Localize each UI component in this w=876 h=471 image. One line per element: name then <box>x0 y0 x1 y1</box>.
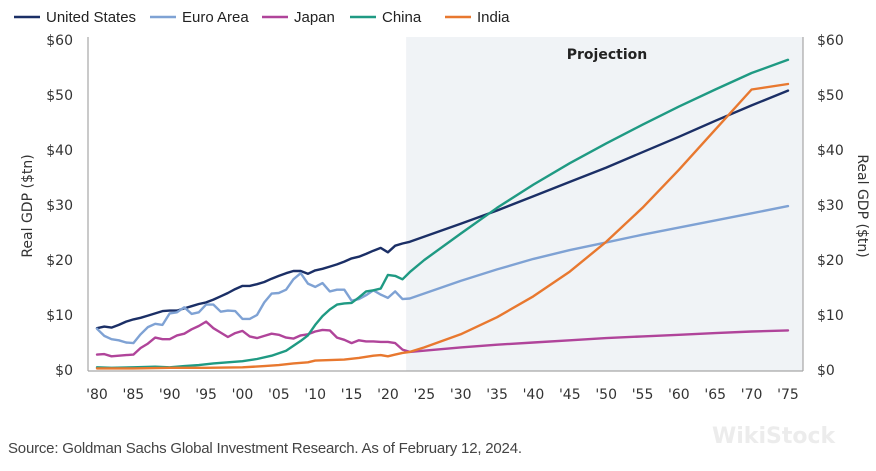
y-tick-label-right: $10 <box>817 308 844 324</box>
legend-label: United States <box>46 9 136 26</box>
y-tick-label-left: $30 <box>46 198 73 214</box>
y-tick-label-left: $60 <box>46 33 73 49</box>
x-tick-label: '20 <box>377 387 399 403</box>
x-tick-label: '10 <box>304 387 326 403</box>
legend-item-india: India <box>445 9 510 26</box>
y-axis-title-right: Real GDP ($tn) <box>854 154 870 257</box>
x-tick-label: '90 <box>159 387 181 403</box>
projection-band <box>406 37 803 371</box>
x-tick-label: '45 <box>559 387 581 403</box>
source-note: Source: Goldman Sachs Global Investment … <box>8 440 522 457</box>
x-tick-label: '25 <box>413 387 435 403</box>
legend-label: China <box>382 9 422 26</box>
y-axis-title-left: Real GDP ($tn) <box>20 154 36 257</box>
x-tick-label: '30 <box>450 387 472 403</box>
y-tick-label-right: $40 <box>817 143 844 159</box>
x-tick-label: '50 <box>595 387 617 403</box>
y-tick-label-right: $50 <box>817 88 844 104</box>
x-tick-label: '80 <box>86 387 108 403</box>
x-tick-label: '85 <box>123 387 145 403</box>
series-line-china <box>95 58 790 369</box>
y-tick-label-right: $20 <box>817 253 844 269</box>
legend-item-united-states: United States <box>14 9 136 26</box>
legend-item-china: China <box>350 9 422 26</box>
x-tick-label: '40 <box>523 387 545 403</box>
axes: $0 $0 $10 $10 $20 $20 $30 $30 $40 $40 $50 $50 $60 $60… <box>46 33 843 403</box>
legend-label: Japan <box>294 9 335 26</box>
x-tick-label: '65 <box>704 387 726 403</box>
watermark: WikiStock <box>712 424 836 449</box>
gdp-chart: United States Euro Area Japan China India Pr… <box>14 9 870 403</box>
x-tick-label: '55 <box>632 387 654 403</box>
series-lines <box>95 58 790 370</box>
series-line-united-states <box>95 89 790 330</box>
x-tick-label: '05 <box>268 387 290 403</box>
x-tick-label: '35 <box>486 387 508 403</box>
legend-label: Euro Area <box>182 9 249 26</box>
y-tick-label-left: $10 <box>46 308 73 324</box>
y-tick-label-left: $40 <box>46 143 73 159</box>
legend-item-euro-area: Euro Area <box>150 9 249 26</box>
x-tick-label: '00 <box>232 387 254 403</box>
x-tick-label: '75 <box>777 387 799 403</box>
y-tick-label-right: $0 <box>817 363 835 379</box>
series-line-japan <box>95 320 790 358</box>
x-tick-label: '95 <box>195 387 217 403</box>
projection-label: Projection <box>567 47 647 63</box>
legend-label: India <box>477 9 510 26</box>
x-tick-label: '60 <box>668 387 690 403</box>
series-line-euro-area <box>95 204 790 345</box>
x-tick-label: '70 <box>741 387 763 403</box>
legend: United States Euro Area Japan China India <box>14 9 510 26</box>
y-tick-label-left: $20 <box>46 253 73 269</box>
y-tick-label-right: $60 <box>817 33 844 49</box>
legend-item-japan: Japan <box>262 9 335 26</box>
x-tick-label: '15 <box>341 387 363 403</box>
y-tick-label-left: $50 <box>46 88 73 104</box>
y-tick-label-right: $30 <box>817 198 844 214</box>
y-tick-label-left: $0 <box>55 363 73 379</box>
series-line-india <box>95 82 790 370</box>
